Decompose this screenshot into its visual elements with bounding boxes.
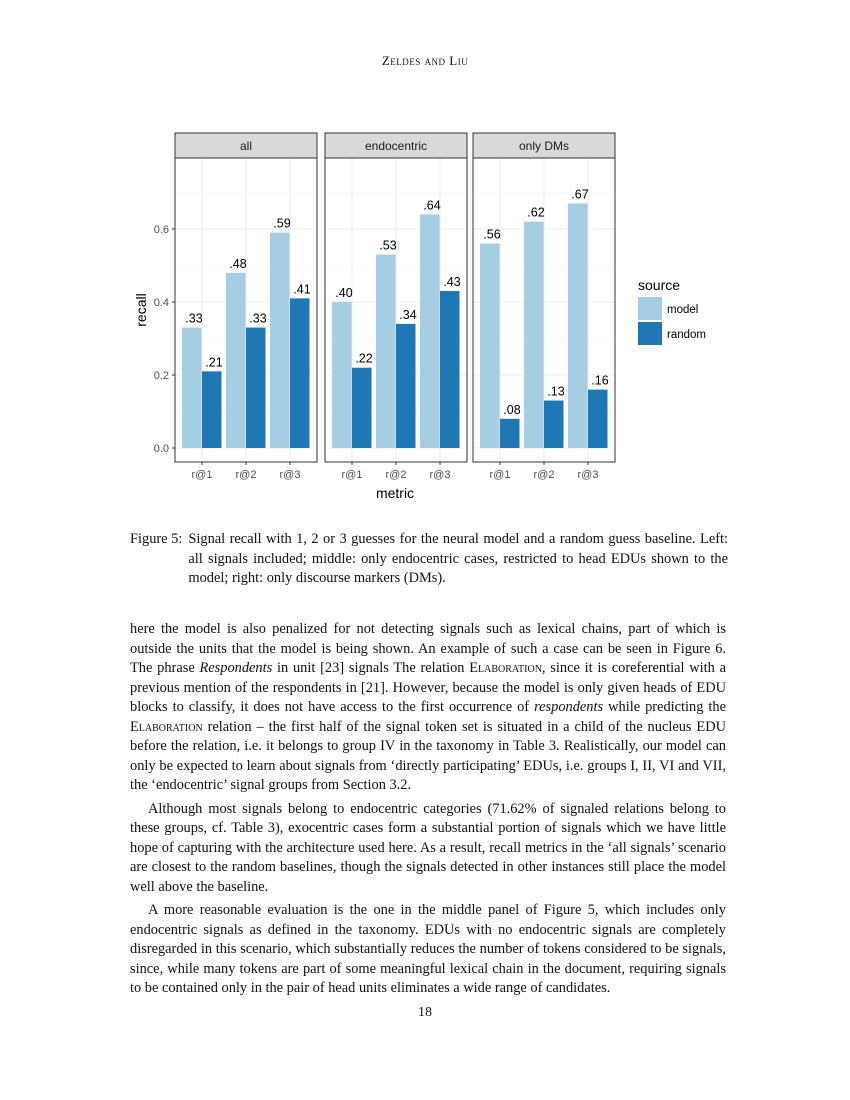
data-label: .34 xyxy=(399,308,416,322)
data-label: .43 xyxy=(443,275,460,289)
y-tick-label: 0.4 xyxy=(154,297,169,309)
data-label: .33 xyxy=(185,312,202,326)
data-label: .56 xyxy=(483,228,500,242)
panel-border xyxy=(174,157,318,463)
figure-caption: Figure 5: Signal recall with 1, 2 or 3 g… xyxy=(130,530,728,589)
data-label: .40 xyxy=(335,286,352,300)
facet-label: all xyxy=(240,139,252,153)
facet-label: endocentric xyxy=(365,139,427,153)
caption-text: Signal recall with 1, 2 or 3 guesses for… xyxy=(188,531,728,586)
facet-strip xyxy=(174,132,318,159)
bar-random xyxy=(396,323,416,448)
facet-strip xyxy=(324,132,468,159)
text-run: here the model is also penalized for not… xyxy=(130,621,726,676)
x-tick-label: r@1 xyxy=(490,469,511,481)
bar-random xyxy=(246,327,266,448)
bar-random xyxy=(440,291,460,448)
x-tick-label: r@1 xyxy=(192,469,213,481)
bar-random xyxy=(290,298,310,448)
page-number: 18 xyxy=(418,1005,432,1020)
legend-label: model xyxy=(667,304,698,316)
bar-model xyxy=(182,327,202,448)
panel-border xyxy=(472,157,616,463)
data-label: .59 xyxy=(273,217,290,231)
y-tick-label: 0.2 xyxy=(154,370,169,382)
data-label: .48 xyxy=(229,257,246,271)
text-run: , since it is coreferential with a previ… xyxy=(130,660,726,715)
text-run: while predicting the xyxy=(603,699,726,715)
legend-label: random xyxy=(667,329,706,341)
paragraph-3: A more reasonable evaluation is the one … xyxy=(130,902,726,996)
y-tick-label: 0.0 xyxy=(154,443,169,455)
data-label: .62 xyxy=(527,206,544,220)
y-axis-title: recall xyxy=(133,293,149,326)
x-tick-label: r@3 xyxy=(430,469,451,481)
data-label: .16 xyxy=(591,374,608,388)
bar-random xyxy=(544,400,564,448)
data-label: .67 xyxy=(571,187,588,201)
data-label: .22 xyxy=(355,352,372,366)
bar-random xyxy=(202,371,222,448)
data-label: .33 xyxy=(249,312,266,326)
panel-border xyxy=(324,157,468,463)
bar-model xyxy=(524,221,544,448)
y-tick-label: 0.6 xyxy=(154,224,169,236)
bar-model xyxy=(420,214,440,448)
body-text: here the model is also penalized for not… xyxy=(130,620,726,1003)
x-axis-title: metric xyxy=(376,485,414,501)
paragraph-1: here the model is also penalized for not… xyxy=(130,620,726,796)
text-run: relation – the first half of the signal … xyxy=(130,718,726,794)
data-label: .41 xyxy=(293,282,310,296)
data-label: .53 xyxy=(379,239,396,253)
x-tick-label: r@2 xyxy=(386,469,407,481)
text-run: in unit [23] signals The relation xyxy=(272,660,470,676)
italic-term: Respondents xyxy=(199,660,273,676)
legend-swatch-model xyxy=(638,297,662,320)
paragraph-2: Although most signals belong to endocent… xyxy=(130,800,726,895)
bar-model xyxy=(480,243,500,448)
bar-random xyxy=(500,418,520,448)
figure-5-chart: all .33 .21 r@1 .48 .33 r@2 .59 .41 r@3 endocentri… xyxy=(133,132,706,501)
running-head: Zeldes and Liu xyxy=(381,53,469,68)
caption-label: Figure 5: xyxy=(130,531,183,547)
data-label: .64 xyxy=(423,198,440,212)
relation-name: Elaboration xyxy=(469,660,542,676)
x-tick-label: r@2 xyxy=(534,469,555,481)
facet-strip xyxy=(472,132,616,159)
relation-name: Elaboration xyxy=(130,718,203,735)
facet-label: only DMs xyxy=(519,139,569,153)
data-label: .08 xyxy=(503,403,520,417)
legend-title: source xyxy=(638,277,680,293)
bar-model xyxy=(332,302,352,448)
x-tick-label: r@3 xyxy=(280,469,301,481)
bar-model xyxy=(226,272,246,448)
x-tick-label: r@2 xyxy=(236,469,257,481)
italic-term: respondents xyxy=(534,699,604,715)
x-tick-label: r@3 xyxy=(578,469,599,481)
bar-model xyxy=(568,203,588,448)
legend-swatch-random xyxy=(638,322,662,345)
data-label: .21 xyxy=(205,355,222,369)
data-label: .13 xyxy=(547,385,564,399)
bar-model xyxy=(376,254,396,448)
bar-random xyxy=(352,367,372,448)
bar-random xyxy=(588,389,608,448)
bar-model xyxy=(270,232,290,448)
x-tick-label: r@1 xyxy=(342,469,363,481)
